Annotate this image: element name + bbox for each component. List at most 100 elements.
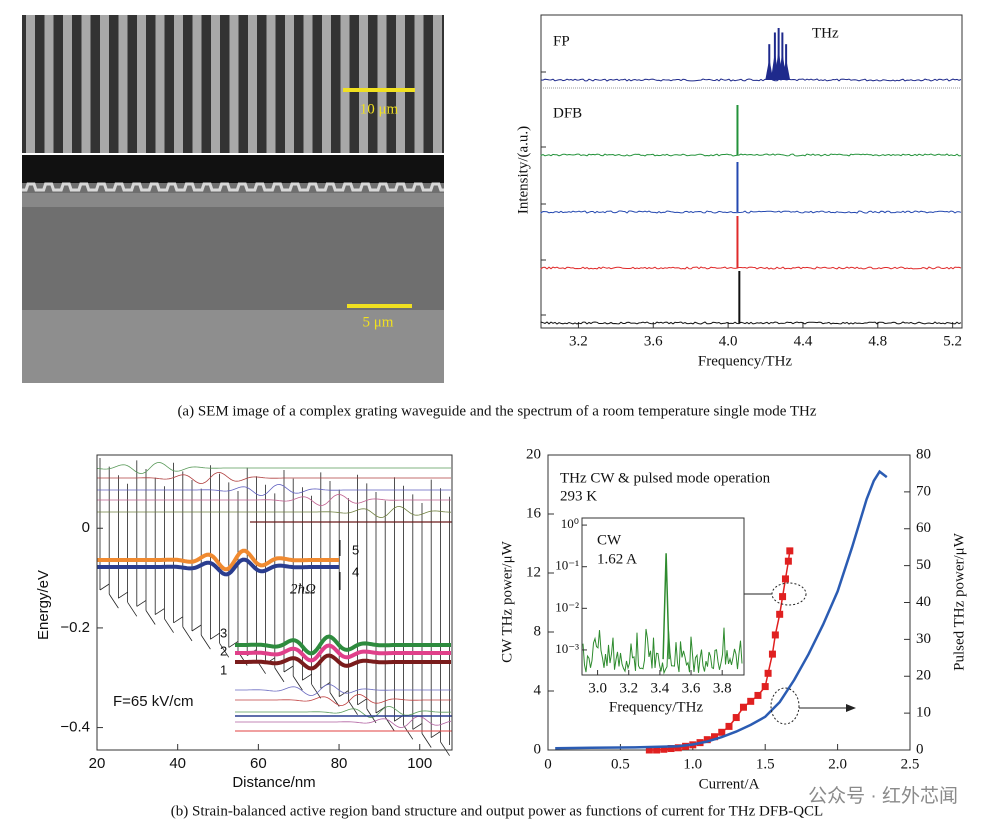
inset-x-tick-label: 3.0 [588,680,607,696]
y2-tick-label: 50 [916,557,931,573]
wavefunction [97,548,339,572]
wavefunction [235,643,451,663]
grating-stripe [285,15,294,153]
grating-stripe [359,15,368,153]
marker [761,683,769,691]
x-tick-label: 40 [169,755,186,772]
grating-stripe [377,15,387,153]
spectrum-baseline [540,78,962,82]
wavefunction [235,715,452,729]
band-slope [283,665,294,673]
y-tick-label: −0.2 [60,619,90,636]
marker [645,746,653,754]
band-slope [412,723,423,730]
y2-tick-label: 0 [916,741,924,757]
grating-stripe [63,15,72,153]
spectrum-fill [782,58,791,80]
wavefunction [235,634,451,656]
scale-label: 5 μm [363,314,394,330]
band-slope [440,741,450,756]
band-slope [430,731,441,738]
band-slope [173,616,184,624]
callout [771,582,807,606]
spectrum-baseline [540,210,962,214]
sem-substrate [22,310,444,383]
y-axis-label: Intensity/(a.u.) [515,126,531,214]
grating-stripe [322,15,331,153]
y2-tick-label: 20 [916,668,931,684]
y2-tick-label: 80 [916,446,931,462]
y-tick-label: 4 [534,682,542,698]
y-tick-label: 0 [82,519,90,536]
spectrum-baseline [540,321,962,325]
x-tick-label: 5.2 [943,333,962,349]
grating-stripe [100,15,109,153]
band-slope [210,632,220,640]
band-diagram [96,458,452,756]
inset-x-label: Frequency/THz [609,699,703,715]
x-tick-label: 4.8 [868,333,887,349]
x-tick-label: 4.4 [794,333,813,349]
y2-tick-label: 70 [916,483,931,499]
marker [776,610,784,618]
marker [703,736,711,744]
band-slope [357,698,368,706]
x-tick-label: 3.6 [644,333,663,349]
sem-dark [22,155,444,183]
grating-stripe [211,15,220,153]
level-label: 1 [220,662,227,677]
band-slope [145,610,156,625]
band-slope [302,673,312,681]
inset-x-tick-label: 3.4 [651,680,670,696]
caption: (a) SEM image of a complex grating waveg… [177,403,816,419]
x-tick-label: 20 [89,755,106,772]
inset-annotation: 1.62 A [597,551,637,567]
wavefunction [97,557,339,577]
marker [786,547,794,555]
x-tick-label: 2.5 [901,756,920,772]
band-slope [348,700,358,715]
marker [768,650,776,658]
callout [770,687,800,725]
inset-peak [662,553,670,660]
wavefunction [235,693,451,707]
x-tick-label: 3.2 [569,333,588,349]
axes-frame [540,14,963,329]
grating-stripe [137,15,146,153]
label: DFB [553,105,582,121]
band-slope [311,684,322,699]
inset-y-tick-label: 10⁻³ [555,641,579,656]
level-label: 4 [352,564,359,579]
band-slope [154,608,165,615]
band-slope [118,591,128,599]
label: FP [553,33,570,49]
inset-x-tick-label: 3.8 [713,680,732,696]
marker [718,728,726,736]
splitting-label: 2ħΩ [290,581,316,597]
grating-stripe [303,15,313,153]
y2-tick-label: 60 [916,520,931,536]
marker [711,733,719,741]
grating-stripe [174,15,183,153]
x-axis-label: Distance/nm [232,774,315,791]
marker [779,593,787,601]
wavefunction [235,705,451,719]
arrowhead [846,704,856,712]
inset-y-tick-label: 10⁻¹ [555,558,579,573]
grating-stripe [155,15,165,153]
band-slope [274,667,285,683]
marker [725,722,733,730]
sem-layer [22,193,444,207]
wavefunction [96,461,451,475]
level-label: 5 [352,542,359,557]
marker [674,744,682,752]
grating-stripe [26,15,35,153]
marker [764,669,772,677]
x-tick-label: 0.5 [611,756,630,772]
y-tick-label: 20 [526,446,541,462]
band-slope [403,725,414,740]
wavefunction [235,653,451,671]
marker [667,745,675,753]
grating-stripe [396,15,405,153]
